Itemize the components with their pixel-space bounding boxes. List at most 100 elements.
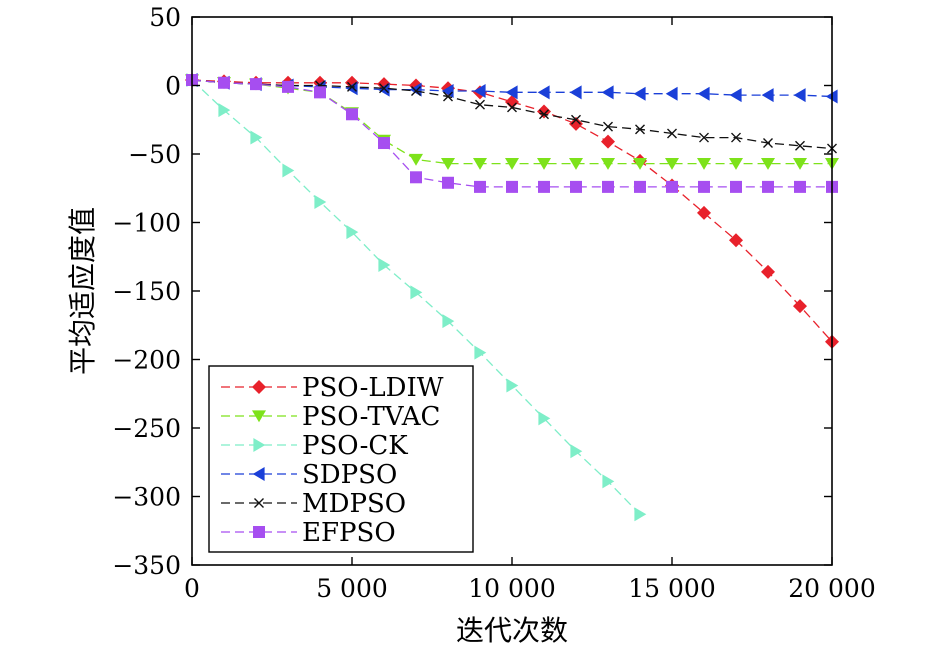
data-point-pso-ldiw bbox=[697, 205, 711, 220]
x-tick-label: 5 000 bbox=[316, 574, 388, 603]
data-point-pso-ldiw bbox=[569, 116, 583, 131]
legend-label: EFPSO bbox=[302, 518, 396, 548]
data-point-pso-ldiw bbox=[729, 233, 743, 248]
data-point-efpso bbox=[698, 180, 710, 193]
legend-item-sdpso: SDPSO bbox=[221, 460, 397, 490]
y-axis-label: 平均适应度值 bbox=[66, 207, 99, 375]
data-point-mdpso bbox=[603, 121, 613, 132]
data-point-efpso bbox=[378, 137, 390, 150]
data-point-mdpso bbox=[507, 102, 517, 113]
data-point-pso-ck bbox=[218, 103, 231, 118]
data-point-pso-ck bbox=[538, 411, 551, 426]
y-tick-label: −250 bbox=[112, 414, 181, 443]
data-point-sdpso bbox=[793, 88, 806, 103]
legend-item-pso-ldiw: PSO-LDIW bbox=[221, 373, 444, 403]
data-point-sdpso bbox=[569, 85, 582, 100]
data-point-pso-ck bbox=[442, 314, 455, 329]
data-point-efpso bbox=[666, 180, 678, 193]
series-line-pso-ldiw bbox=[191, 79, 833, 343]
data-point-pso-tvac bbox=[409, 153, 423, 166]
series-pso-ck bbox=[186, 73, 647, 522]
data-point-pso-tvac bbox=[505, 157, 519, 170]
data-point-mdpso bbox=[347, 81, 357, 92]
legend-marker bbox=[252, 467, 265, 481]
legend-marker bbox=[253, 438, 266, 452]
data-point-efpso bbox=[410, 171, 422, 184]
legend-marker bbox=[252, 410, 266, 423]
data-point-sdpso bbox=[761, 88, 774, 103]
data-point-mdpso bbox=[411, 85, 421, 96]
data-point-pso-ck bbox=[602, 474, 615, 489]
data-point-mdpso bbox=[539, 109, 549, 120]
data-point-mdpso bbox=[635, 124, 645, 135]
data-point-pso-tvac bbox=[697, 157, 711, 170]
data-point-pso-ldiw bbox=[793, 299, 807, 314]
data-point-efpso bbox=[602, 180, 614, 193]
data-point-pso-ck bbox=[250, 130, 263, 145]
data-point-pso-tvac bbox=[633, 157, 647, 170]
data-point-sdpso bbox=[537, 85, 550, 100]
series-layer bbox=[185, 73, 839, 522]
data-point-pso-tvac bbox=[665, 157, 679, 170]
legend-marker bbox=[252, 380, 266, 394]
data-point-mdpso bbox=[379, 83, 389, 94]
data-point-efpso bbox=[474, 180, 486, 193]
data-point-pso-tvac bbox=[761, 157, 775, 170]
data-point-pso-ck bbox=[282, 163, 295, 178]
data-point-pso-ck bbox=[410, 285, 423, 300]
y-tick-label: 50 bbox=[149, 3, 181, 32]
data-point-efpso bbox=[314, 86, 326, 99]
data-point-efpso bbox=[794, 180, 806, 193]
y-tick-label: −200 bbox=[112, 346, 181, 375]
data-point-pso-ldiw bbox=[505, 94, 519, 109]
data-point-pso-tvac bbox=[441, 157, 455, 170]
series-pso-ldiw bbox=[185, 73, 839, 349]
data-point-efpso bbox=[762, 180, 774, 193]
y-tick-label: −50 bbox=[128, 140, 181, 169]
data-point-efpso bbox=[282, 80, 294, 93]
data-point-efpso bbox=[538, 180, 550, 193]
axis-ticks: 0 5 000 10 000 15 000 20 000 50 0 −50 −100 −150 −2… bbox=[112, 3, 875, 603]
data-point-efpso bbox=[346, 108, 358, 121]
y-tick-label: 0 bbox=[165, 72, 181, 101]
data-point-pso-tvac bbox=[537, 157, 551, 170]
data-point-mdpso bbox=[571, 114, 581, 125]
data-point-sdpso bbox=[729, 88, 742, 103]
y-tick-label: −100 bbox=[112, 209, 181, 238]
data-point-pso-ck bbox=[506, 378, 519, 393]
series-efpso bbox=[186, 74, 838, 193]
data-point-pso-ck bbox=[314, 194, 327, 209]
data-point-pso-ck bbox=[346, 225, 359, 240]
data-point-pso-tvac bbox=[729, 157, 743, 170]
y-tick-label: −350 bbox=[112, 551, 181, 580]
data-point-pso-tvac bbox=[793, 157, 807, 170]
data-point-pso-ldiw bbox=[601, 134, 615, 149]
data-point-sdpso bbox=[697, 86, 710, 101]
data-point-pso-tvac bbox=[473, 157, 487, 170]
legend-item-efpso: EFPSO bbox=[221, 518, 396, 548]
data-point-mdpso bbox=[475, 99, 485, 110]
data-point-pso-ck bbox=[634, 507, 647, 522]
data-point-efpso bbox=[570, 180, 582, 193]
x-tick-label: 15 000 bbox=[628, 574, 715, 603]
x-tick-label: 10 000 bbox=[468, 574, 555, 603]
x-tick-label: 20 000 bbox=[788, 574, 875, 603]
data-point-sdpso bbox=[633, 86, 646, 101]
data-point-sdpso bbox=[665, 86, 678, 101]
data-point-efpso bbox=[218, 76, 230, 89]
legend-box bbox=[208, 365, 474, 553]
data-point-mdpso bbox=[763, 138, 773, 149]
data-point-efpso bbox=[730, 180, 742, 193]
series-line-mdpso bbox=[191, 79, 833, 150]
data-point-pso-ck bbox=[570, 444, 583, 459]
data-point-pso-tvac bbox=[601, 157, 615, 170]
legend-marker bbox=[253, 526, 265, 538]
data-point-mdpso bbox=[667, 128, 677, 139]
data-point-sdpso bbox=[601, 85, 614, 100]
data-point-pso-ck bbox=[474, 345, 487, 360]
y-tick-label: −300 bbox=[112, 483, 181, 512]
data-point-pso-ck bbox=[378, 257, 391, 272]
x-axis-label: 迭代次数 bbox=[456, 614, 568, 647]
data-point-pso-ldiw bbox=[537, 104, 551, 119]
